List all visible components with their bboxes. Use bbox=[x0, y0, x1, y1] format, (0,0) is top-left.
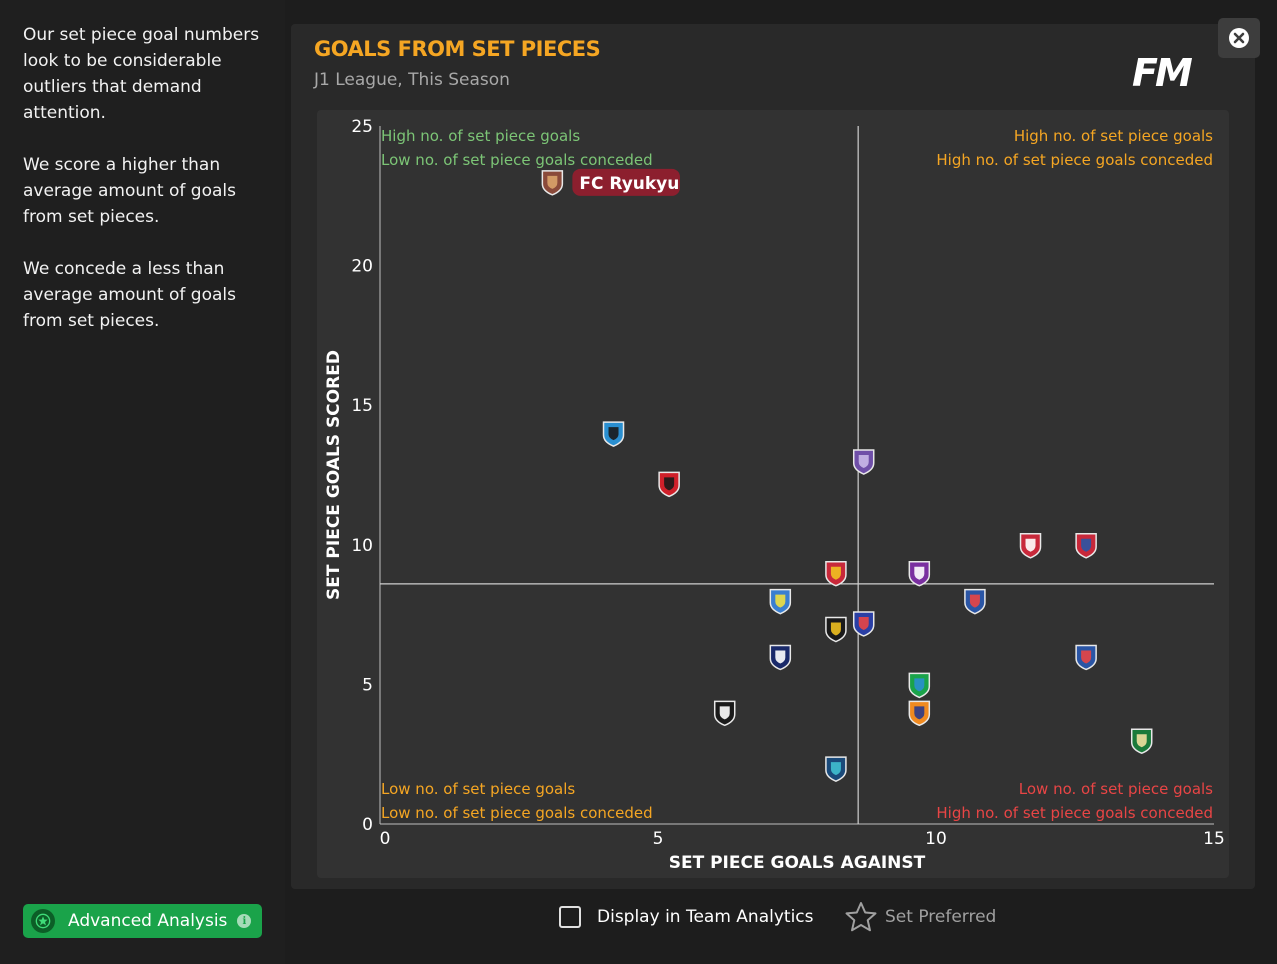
team-crest bbox=[1130, 728, 1153, 755]
team-crest bbox=[825, 616, 847, 643]
highlight-badge bbox=[572, 168, 680, 196]
quadrant-label-top-right: High no. of set piece goals bbox=[1014, 127, 1213, 145]
x-tick-label: 10 bbox=[925, 829, 947, 849]
chart-subtitle: J1 League, This Season bbox=[314, 70, 510, 90]
quadrant-label-top-right: High no. of set piece goals conceded bbox=[936, 151, 1213, 169]
y-tick-label: 0 bbox=[362, 815, 373, 835]
team-crest bbox=[713, 700, 736, 727]
team-crest bbox=[769, 644, 792, 671]
team-crest bbox=[1019, 533, 1042, 559]
team-crest bbox=[769, 588, 792, 615]
highlight-team-label: FC Ryukyu bbox=[579, 174, 679, 194]
insight-outliers: Our set piece goal numbers look to be co… bbox=[23, 25, 260, 123]
team-analytics-label: Display in Team Analytics bbox=[597, 907, 814, 927]
y-axis-label: SET PIECE GOALS SCORED bbox=[324, 350, 344, 600]
y-tick-label: 10 bbox=[351, 536, 373, 556]
team-crest-highlight bbox=[541, 170, 564, 196]
team-crest bbox=[658, 471, 680, 498]
insights-sidebar: Our set piece goal numbers look to be co… bbox=[0, 0, 285, 964]
quadrant-label-bottom-right: High no. of set piece goals conceded bbox=[936, 804, 1213, 822]
insight-conceding: We concede a less than average amount of… bbox=[23, 259, 236, 331]
y-tick-label: 15 bbox=[351, 396, 373, 416]
team-crest bbox=[825, 756, 847, 782]
close-button[interactable] bbox=[1218, 18, 1260, 58]
set-preferred-label: Set Preferred bbox=[885, 907, 997, 927]
team-crest bbox=[602, 421, 625, 447]
team-crest bbox=[908, 700, 931, 727]
quadrant-label-bottom-right: Low no. of set piece goals bbox=[1019, 780, 1213, 798]
advanced-analysis-button[interactable]: Advanced Analysis i bbox=[23, 904, 262, 938]
chart-card bbox=[317, 110, 1229, 878]
x-tick-label: 0 bbox=[380, 829, 391, 849]
x-axis-label: SET PIECE GOALS AGAINST bbox=[669, 853, 926, 873]
y-tick-label: 20 bbox=[351, 257, 373, 277]
insight-scoring: We score a higher than average amount of… bbox=[23, 155, 236, 227]
fm-logo: FM bbox=[1132, 51, 1193, 95]
quadrant-label-bottom-left: Low no. of set piece goals conceded bbox=[381, 804, 653, 822]
quadrant-label-bottom-left: Low no. of set piece goals bbox=[381, 780, 575, 798]
y-tick-label: 5 bbox=[362, 675, 373, 695]
advanced-analysis-label: Advanced Analysis bbox=[68, 911, 228, 931]
quadrant-label-top-left: High no. of set piece goals bbox=[381, 127, 580, 145]
star-badge-icon bbox=[31, 909, 55, 933]
team-crest bbox=[908, 672, 931, 699]
team-crest bbox=[964, 588, 986, 615]
y-tick-label: 25 bbox=[351, 117, 373, 137]
team-crest bbox=[908, 560, 931, 587]
x-tick-label: 5 bbox=[653, 829, 664, 849]
x-tick-label: 15 bbox=[1203, 829, 1225, 849]
quadrant-label-top-left: Low no. of set piece goals conceded bbox=[381, 151, 653, 169]
team-crest bbox=[1075, 644, 1097, 671]
set-preferred-button[interactable]: Set Preferred bbox=[844, 902, 996, 932]
team-crest bbox=[1075, 533, 1097, 559]
chart-title: GOALS FROM SET PIECES bbox=[314, 37, 601, 61]
star-outline-icon bbox=[845, 902, 877, 932]
team-crest bbox=[852, 611, 875, 637]
team-crest bbox=[852, 449, 875, 475]
team-analytics-toggle[interactable]: Display in Team Analytics bbox=[559, 902, 814, 932]
info-icon[interactable]: i bbox=[237, 914, 252, 928]
close-icon bbox=[1229, 28, 1249, 48]
team-crest bbox=[825, 560, 847, 587]
team-analytics-checkbox[interactable] bbox=[559, 906, 581, 928]
